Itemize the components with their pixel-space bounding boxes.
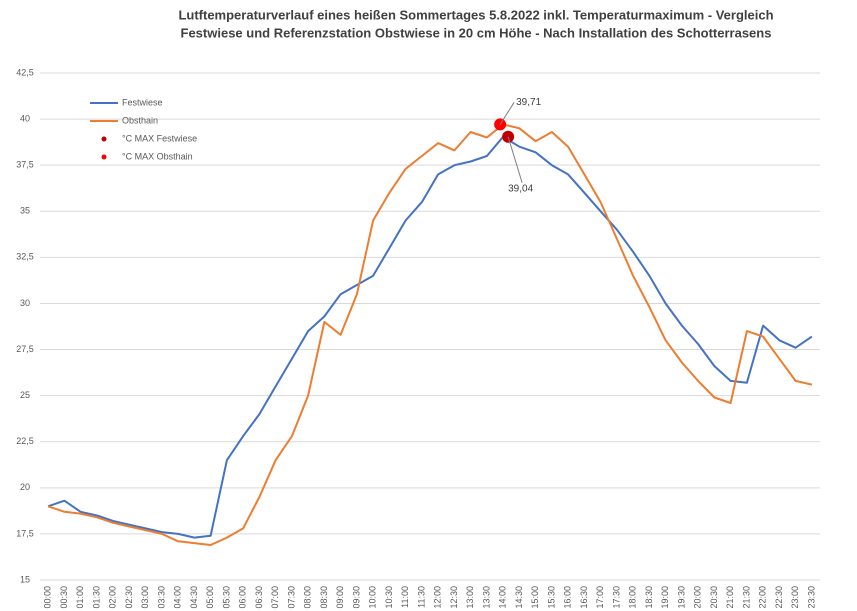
y-tick-label: 20 <box>20 482 30 492</box>
x-tick-label: 21:00 <box>725 586 735 609</box>
y-tick-label: 40 <box>20 113 30 123</box>
y-tick-label: 37,5 <box>16 160 34 170</box>
x-tick-label: 11:00 <box>400 586 410 608</box>
x-tick-label: 22:30 <box>774 586 784 609</box>
x-tick-label: 15:30 <box>546 586 556 609</box>
x-tick-label: 15:00 <box>530 586 540 609</box>
x-tick-label: 11:30 <box>416 586 426 608</box>
x-tick-label: 22:00 <box>758 586 768 609</box>
legend-label: °C MAX Obsthain <box>122 151 193 161</box>
x-tick-label: 13:30 <box>481 586 491 609</box>
leader-line <box>499 102 515 125</box>
x-tick-label: 21:30 <box>741 586 751 609</box>
leader-line <box>507 136 523 183</box>
data-label: 39,71 <box>516 97 541 108</box>
x-tick-label: 14:00 <box>498 586 508 609</box>
x-tick-label: 06:00 <box>238 586 248 609</box>
x-tick-label: 06:30 <box>254 586 264 609</box>
y-tick-label: 15 <box>20 574 30 584</box>
x-tick-label: 12:30 <box>449 586 459 609</box>
x-tick-label: 02:30 <box>124 586 134 609</box>
legend-label: Festwiese <box>122 97 163 107</box>
x-tick-label: 19:30 <box>676 586 686 609</box>
x-tick-label: 05:00 <box>205 586 215 609</box>
x-tick-label: 16:00 <box>563 586 573 609</box>
x-tick-label: 23:30 <box>806 586 816 609</box>
x-tick-label: 10:00 <box>368 586 378 609</box>
series-line <box>47 123 813 546</box>
y-tick-label: 35 <box>20 206 30 216</box>
x-tick-label: 20:00 <box>693 586 703 609</box>
y-tick-label: 27,5 <box>16 344 34 354</box>
y-tick-label: 30 <box>20 298 30 308</box>
legend-label: Obsthain <box>122 115 158 125</box>
x-tick-label: 16:30 <box>579 586 589 609</box>
x-tick-label: 00:00 <box>43 586 53 609</box>
x-tick-label: 02:00 <box>108 586 118 609</box>
x-tick-label: 05:30 <box>221 586 231 609</box>
x-tick-label: 18:00 <box>628 586 638 609</box>
x-tick-label: 08:00 <box>303 586 313 609</box>
x-tick-label: 07:00 <box>270 586 280 609</box>
x-tick-label: 10:30 <box>384 586 394 609</box>
x-tick-label: 09:00 <box>335 586 345 609</box>
data-label: 39,04 <box>508 183 533 194</box>
x-tick-label: 09:30 <box>351 586 361 609</box>
x-tick-label: 04:30 <box>189 586 199 609</box>
y-tick-label: 25 <box>20 390 30 400</box>
legend-swatch <box>101 136 107 142</box>
x-tick-label: 07:30 <box>286 586 296 609</box>
y-tick-label: 17,5 <box>16 528 34 538</box>
x-tick-label: 03:00 <box>140 586 150 609</box>
legend-swatch <box>101 154 107 160</box>
x-tick-label: 03:30 <box>156 586 166 609</box>
x-tick-label: 20:30 <box>709 586 719 609</box>
x-tick-label: 13:00 <box>465 586 475 609</box>
x-tick-label: 17:00 <box>595 586 605 609</box>
x-tick-label: 17:30 <box>611 586 621 609</box>
x-tick-label: 01:30 <box>91 586 101 609</box>
chart-title: Festwiese und Referenzstation Obstwiese … <box>181 25 772 40</box>
series-line <box>47 135 813 539</box>
y-tick-label: 42,5 <box>16 67 34 77</box>
x-tick-label: 00:30 <box>59 586 69 609</box>
x-tick-label: 12:00 <box>433 586 443 609</box>
y-tick-label: 32,5 <box>16 252 34 262</box>
x-tick-label: 08:30 <box>319 586 329 609</box>
legend-label: °C MAX Festwiese <box>122 133 197 143</box>
x-tick-label: 04:00 <box>173 586 183 609</box>
y-tick-label: 22,5 <box>16 436 34 446</box>
x-tick-label: 18:30 <box>644 586 654 609</box>
x-tick-label: 19:00 <box>660 586 670 609</box>
x-tick-label: 14:30 <box>514 586 524 609</box>
chart-title: Lutftemperaturverlauf eines heißen Somme… <box>178 7 773 22</box>
x-tick-label: 01:00 <box>75 586 85 609</box>
x-tick-label: 23:00 <box>790 586 800 609</box>
